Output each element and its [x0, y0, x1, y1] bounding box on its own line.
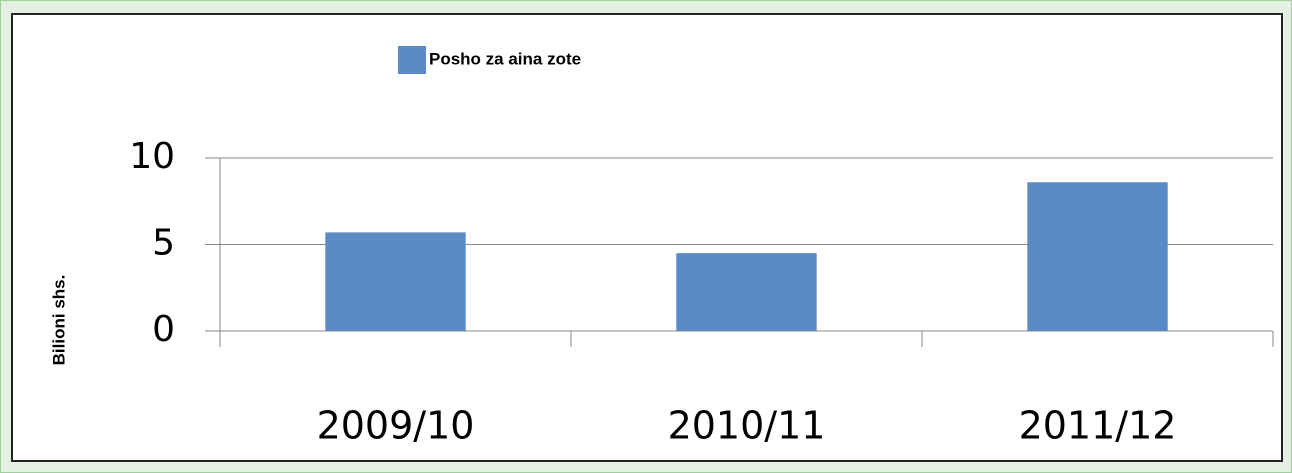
x-tick-label: 2011/12: [1019, 404, 1177, 448]
y-axis-label: Bilioni shs.: [49, 275, 68, 366]
legend-label: Posho za aina zote: [429, 49, 581, 68]
bar: [325, 232, 466, 331]
y-tick-label: 10: [129, 136, 175, 177]
x-tick-label: 2010/11: [668, 404, 826, 448]
bar: [676, 253, 817, 331]
bar: [1027, 182, 1168, 331]
y-tick-label: 0: [152, 309, 175, 350]
legend-swatch: [398, 46, 426, 74]
y-tick-label: 5: [152, 223, 175, 264]
x-tick-label: 2009/10: [317, 404, 475, 448]
